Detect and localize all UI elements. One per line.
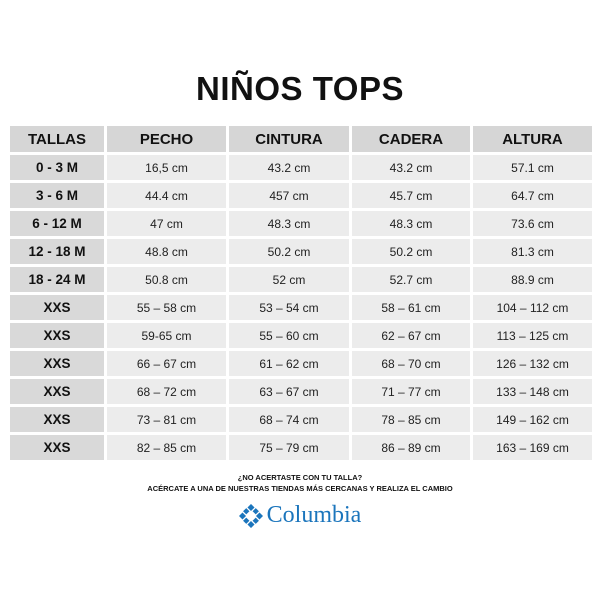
cell-cadera: 43.2 cm bbox=[352, 155, 470, 180]
header-tallas: TALLAS bbox=[10, 126, 104, 152]
footer-question: ¿NO ACERTASTE CON TU TALLA? bbox=[237, 473, 363, 482]
cell-cintura: 61 – 62 cm bbox=[229, 351, 349, 376]
cell-cintura: 63 – 67 cm bbox=[229, 379, 349, 404]
size-label: 3 - 6 M bbox=[10, 183, 104, 208]
cell-altura: 57.1 cm bbox=[473, 155, 592, 180]
size-table: TALLAS PECHO CINTURA CADERA ALTURA 0 - 3 M 16,… bbox=[10, 126, 592, 460]
cell-pecho: 55 – 58 cm bbox=[107, 295, 226, 320]
logo-text: Columbia bbox=[266, 502, 362, 528]
cell-altura: 88.9 cm bbox=[473, 267, 592, 292]
cell-cadera: 50.2 cm bbox=[352, 239, 470, 264]
cell-pecho: 68 – 72 cm bbox=[107, 379, 226, 404]
cell-cintura: 55 – 60 cm bbox=[229, 323, 349, 348]
cell-altura: 133 – 148 cm bbox=[473, 379, 592, 404]
size-label: 6 - 12 M bbox=[10, 211, 104, 236]
cell-cadera: 45.7 cm bbox=[352, 183, 470, 208]
size-label: 0 - 3 M bbox=[10, 155, 104, 180]
cell-cadera: 68 – 70 cm bbox=[352, 351, 470, 376]
cell-pecho: 47 cm bbox=[107, 211, 226, 236]
size-label: XXS bbox=[10, 323, 104, 348]
header-altura: ALTURA bbox=[473, 126, 592, 152]
header-cadera: CADERA bbox=[352, 126, 470, 152]
cell-cadera: 78 – 85 cm bbox=[352, 407, 470, 432]
cell-cintura: 75 – 79 cm bbox=[229, 435, 349, 460]
footer-note: ¿NO ACERTASTE CON TU TALLA? ACÉRCATE A U… bbox=[0, 472, 600, 494]
size-label: XXS bbox=[10, 435, 104, 460]
cell-cintura: 52 cm bbox=[229, 267, 349, 292]
cell-cadera: 58 – 61 cm bbox=[352, 295, 470, 320]
cell-altura: 113 – 125 cm bbox=[473, 323, 592, 348]
cell-cadera: 62 – 67 cm bbox=[352, 323, 470, 348]
size-label: 18 - 24 M bbox=[10, 267, 104, 292]
cell-altura: 64.7 cm bbox=[473, 183, 592, 208]
size-label: XXS bbox=[10, 379, 104, 404]
cell-pecho: 59-65 cm bbox=[107, 323, 226, 348]
cell-pecho: 50.8 cm bbox=[107, 267, 226, 292]
size-label: XXS bbox=[10, 407, 104, 432]
cell-cadera: 71 – 77 cm bbox=[352, 379, 470, 404]
cell-cadera: 48.3 cm bbox=[352, 211, 470, 236]
cell-altura: 81.3 cm bbox=[473, 239, 592, 264]
cell-cintura: 50.2 cm bbox=[229, 239, 349, 264]
cell-altura: 126 – 132 cm bbox=[473, 351, 592, 376]
size-label: XXS bbox=[10, 295, 104, 320]
columbia-diamond-icon bbox=[238, 503, 263, 528]
footer-instruction: ACÉRCATE A UNA DE NUESTRAS TIENDAS MÁS C… bbox=[147, 484, 453, 493]
header-pecho: PECHO bbox=[107, 126, 226, 152]
cell-cintura: 457 cm bbox=[229, 183, 349, 208]
columbia-logo: Columbia bbox=[0, 502, 600, 529]
cell-pecho: 73 – 81 cm bbox=[107, 407, 226, 432]
cell-pecho: 66 – 67 cm bbox=[107, 351, 226, 376]
cell-cadera: 52.7 cm bbox=[352, 267, 470, 292]
cell-cintura: 53 – 54 cm bbox=[229, 295, 349, 320]
cell-cadera: 86 – 89 cm bbox=[352, 435, 470, 460]
cell-cintura: 48.3 cm bbox=[229, 211, 349, 236]
cell-pecho: 44.4 cm bbox=[107, 183, 226, 208]
cell-pecho: 16,5 cm bbox=[107, 155, 226, 180]
page-title: NIÑOS TOPS bbox=[196, 70, 404, 107]
cell-cintura: 43.2 cm bbox=[229, 155, 349, 180]
cell-cintura: 68 – 74 cm bbox=[229, 407, 349, 432]
cell-altura: 163 – 169 cm bbox=[473, 435, 592, 460]
header-cintura: CINTURA bbox=[229, 126, 349, 152]
size-label: 12 - 18 M bbox=[10, 239, 104, 264]
cell-pecho: 48.8 cm bbox=[107, 239, 226, 264]
cell-altura: 104 – 112 cm bbox=[473, 295, 592, 320]
cell-altura: 73.6 cm bbox=[473, 211, 592, 236]
cell-pecho: 82 – 85 cm bbox=[107, 435, 226, 460]
size-label: XXS bbox=[10, 351, 104, 376]
cell-altura: 149 – 162 cm bbox=[473, 407, 592, 432]
